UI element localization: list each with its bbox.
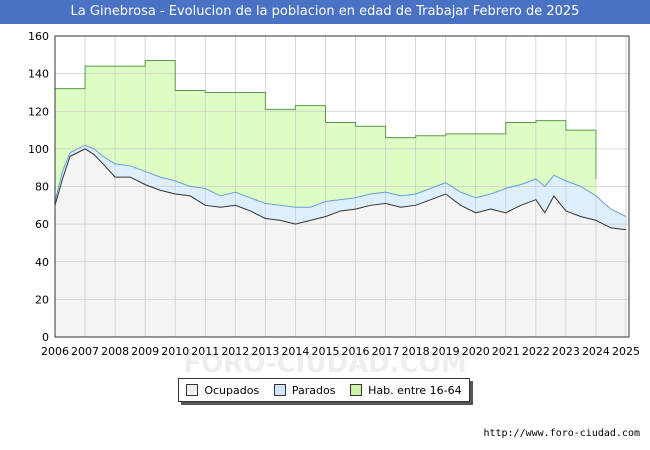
xtick-label-2024: 2024 <box>582 345 610 358</box>
ytick-label-60: 60 <box>35 218 49 231</box>
xtick-label-2006: 2006 <box>41 345 69 358</box>
xtick-label-2015: 2015 <box>311 345 339 358</box>
xtick-label-2013: 2013 <box>251 345 279 358</box>
legend-swatch-ocupados <box>186 384 199 396</box>
xtick-label-2018: 2018 <box>402 345 430 358</box>
xtick-label-2017: 2017 <box>372 345 400 358</box>
source-url[interactable]: http://www.foro-ciudad.com <box>483 428 640 439</box>
legend-swatch-parados <box>273 384 286 396</box>
xtick-label-2019: 2019 <box>432 345 460 358</box>
legend-item-hab: Hab. entre 16-64 <box>350 384 462 397</box>
xtick-label-2010: 2010 <box>161 345 189 358</box>
legend-label-ocupados: Ocupados <box>204 383 260 397</box>
legend-label-hab: Hab. entre 16-64 <box>368 383 462 397</box>
series-hab-line <box>55 59 597 179</box>
ytick-label-80: 80 <box>35 181 49 194</box>
xtick-label-2025: 2025 <box>612 345 640 358</box>
series-ocupados-area <box>55 148 626 337</box>
legend-item-parados: Parados <box>273 383 336 397</box>
ytick-label-0: 0 <box>42 331 49 344</box>
legend-swatch-hab <box>350 384 363 396</box>
xtick-label-2020: 2020 <box>462 345 490 358</box>
xtick-label-2023: 2023 <box>552 345 580 358</box>
xtick-label-2012: 2012 <box>221 345 249 358</box>
ytick-label-40: 40 <box>35 256 49 269</box>
ytick-label-20: 20 <box>35 293 49 306</box>
legend-item-ocupados: Ocupados <box>186 384 259 397</box>
watermark: FORO-CIUDAD.COM <box>183 349 466 379</box>
xtick-label-2011: 2011 <box>191 345 219 358</box>
plot-border <box>54 35 630 338</box>
xtick-label-2021: 2021 <box>492 345 520 358</box>
series-ocupados-line <box>54 148 627 231</box>
ytick-label-140: 140 <box>28 68 49 81</box>
xtick-label-2016: 2016 <box>342 345 370 358</box>
xtick-label-2014: 2014 <box>281 345 309 358</box>
xtick-label-2007: 2007 <box>71 345 99 358</box>
xtick-label-2009: 2009 <box>131 345 159 358</box>
ytick-label-100: 100 <box>28 143 49 156</box>
xtick-label-2008: 2008 <box>101 345 129 358</box>
legend: Ocupados Parados Hab. entre 16-64 <box>178 378 470 402</box>
legend-label-parados: Parados <box>291 383 336 397</box>
xtick-label-2022: 2022 <box>522 345 550 358</box>
ytick-label-120: 120 <box>28 105 49 118</box>
series-parados-line <box>54 144 627 218</box>
ytick-label-160: 160 <box>28 30 49 43</box>
chart-title: La Ginebrosa - Evolucion de la poblacion… <box>0 0 650 24</box>
